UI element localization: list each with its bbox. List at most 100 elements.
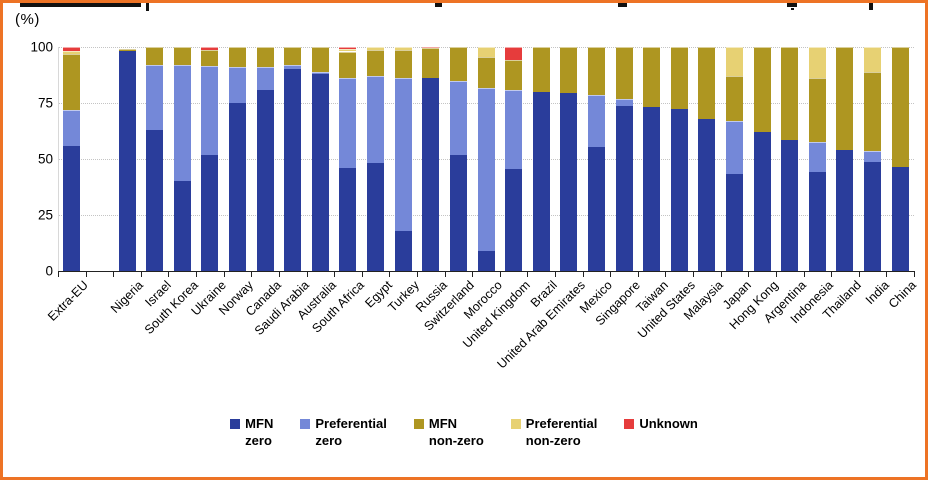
segment xyxy=(449,154,467,271)
bar-india xyxy=(864,47,882,271)
segment xyxy=(670,108,688,271)
segment xyxy=(339,49,357,52)
bar-indonesia xyxy=(808,47,826,271)
segment xyxy=(670,47,688,109)
x-tick xyxy=(306,272,308,277)
x-tick xyxy=(389,272,391,277)
y-tick-label: 25 xyxy=(37,207,53,223)
segment xyxy=(477,88,495,251)
bar-mexico xyxy=(587,47,605,271)
segment xyxy=(394,230,412,271)
segment xyxy=(311,71,329,74)
segment xyxy=(808,78,826,143)
bar-canada xyxy=(256,47,274,271)
segment xyxy=(726,47,744,77)
x-tick xyxy=(748,272,750,277)
segment xyxy=(615,47,633,99)
segment xyxy=(864,47,882,72)
segment xyxy=(808,172,826,271)
plot-area: 100 75 50 25 0 Extra-EU Nigeria Israel South Kor… xyxy=(3,3,925,477)
x-tick xyxy=(416,272,418,277)
segment xyxy=(505,169,523,271)
x-tick xyxy=(278,272,280,277)
bar-south-africa xyxy=(339,47,357,271)
x-tick xyxy=(251,272,253,277)
segment xyxy=(532,47,550,92)
segment xyxy=(422,48,440,79)
bar-russia xyxy=(422,47,440,271)
x-tick xyxy=(720,272,722,277)
bar-china xyxy=(891,47,909,271)
x-tick xyxy=(499,272,501,277)
segment xyxy=(146,129,164,271)
segment xyxy=(118,50,136,271)
legend-item-pref_nonzero: Preferential non-zero xyxy=(510,416,597,450)
bar-egypt xyxy=(367,47,385,271)
bar-saudi-arabia xyxy=(284,47,302,271)
segment xyxy=(394,47,412,51)
segment xyxy=(256,67,274,90)
segment xyxy=(808,47,826,79)
legend-swatch-mfn_nonzero xyxy=(413,419,424,429)
title-fragment xyxy=(146,3,149,11)
segment xyxy=(698,118,716,271)
bar-ukraine xyxy=(201,47,219,271)
bar-switzerland xyxy=(449,47,467,271)
bar-japan xyxy=(726,47,744,271)
segment xyxy=(256,89,274,271)
legend-item-mfn_nonzero: MFN non-zero xyxy=(413,416,484,450)
segment xyxy=(394,78,412,231)
segment xyxy=(560,92,578,271)
bar-extra-eu xyxy=(63,47,81,271)
segment xyxy=(477,57,495,89)
x-tick xyxy=(914,272,915,277)
title-fragment xyxy=(618,3,627,7)
x-axis-line xyxy=(58,271,915,272)
bar-norway xyxy=(228,47,246,271)
bar-israel xyxy=(146,47,164,271)
x-tick xyxy=(858,272,860,277)
segment xyxy=(726,173,744,271)
segment xyxy=(449,47,467,81)
segment xyxy=(146,64,164,130)
y-tick-label: 100 xyxy=(30,39,53,55)
bar-taiwan xyxy=(643,47,661,271)
segment xyxy=(173,181,191,271)
segment xyxy=(477,250,495,271)
segment xyxy=(643,47,661,108)
segment xyxy=(587,95,605,147)
segment xyxy=(63,50,81,54)
x-tick xyxy=(140,272,142,277)
x-tick xyxy=(58,272,59,277)
segment xyxy=(284,64,302,70)
bar-united-arab-emirates xyxy=(560,47,578,271)
x-tick xyxy=(775,272,777,277)
segment xyxy=(173,47,191,65)
segment xyxy=(836,47,854,151)
bar-singapore xyxy=(615,47,633,271)
bar-brazil xyxy=(532,47,550,271)
bar-thailand xyxy=(836,47,854,271)
legend-swatch-pref_nonzero xyxy=(510,419,521,429)
segment xyxy=(63,47,81,51)
segment xyxy=(587,146,605,271)
segment xyxy=(532,91,550,271)
segment xyxy=(311,73,329,271)
x-label-nigeria: Nigeria xyxy=(108,278,146,316)
x-tick xyxy=(223,272,225,277)
segment xyxy=(311,47,329,72)
segment xyxy=(891,166,909,271)
segment xyxy=(505,47,523,61)
bar-united-kingdom xyxy=(505,47,523,271)
segment xyxy=(449,80,467,155)
segment xyxy=(339,51,357,79)
segment xyxy=(339,47,357,50)
segment xyxy=(256,47,274,68)
title-fragment xyxy=(791,8,794,10)
legend-swatch-pref_zero xyxy=(300,419,311,429)
segment xyxy=(63,53,81,110)
segment xyxy=(284,69,302,271)
title-fragment xyxy=(869,3,873,10)
segment xyxy=(339,167,357,271)
